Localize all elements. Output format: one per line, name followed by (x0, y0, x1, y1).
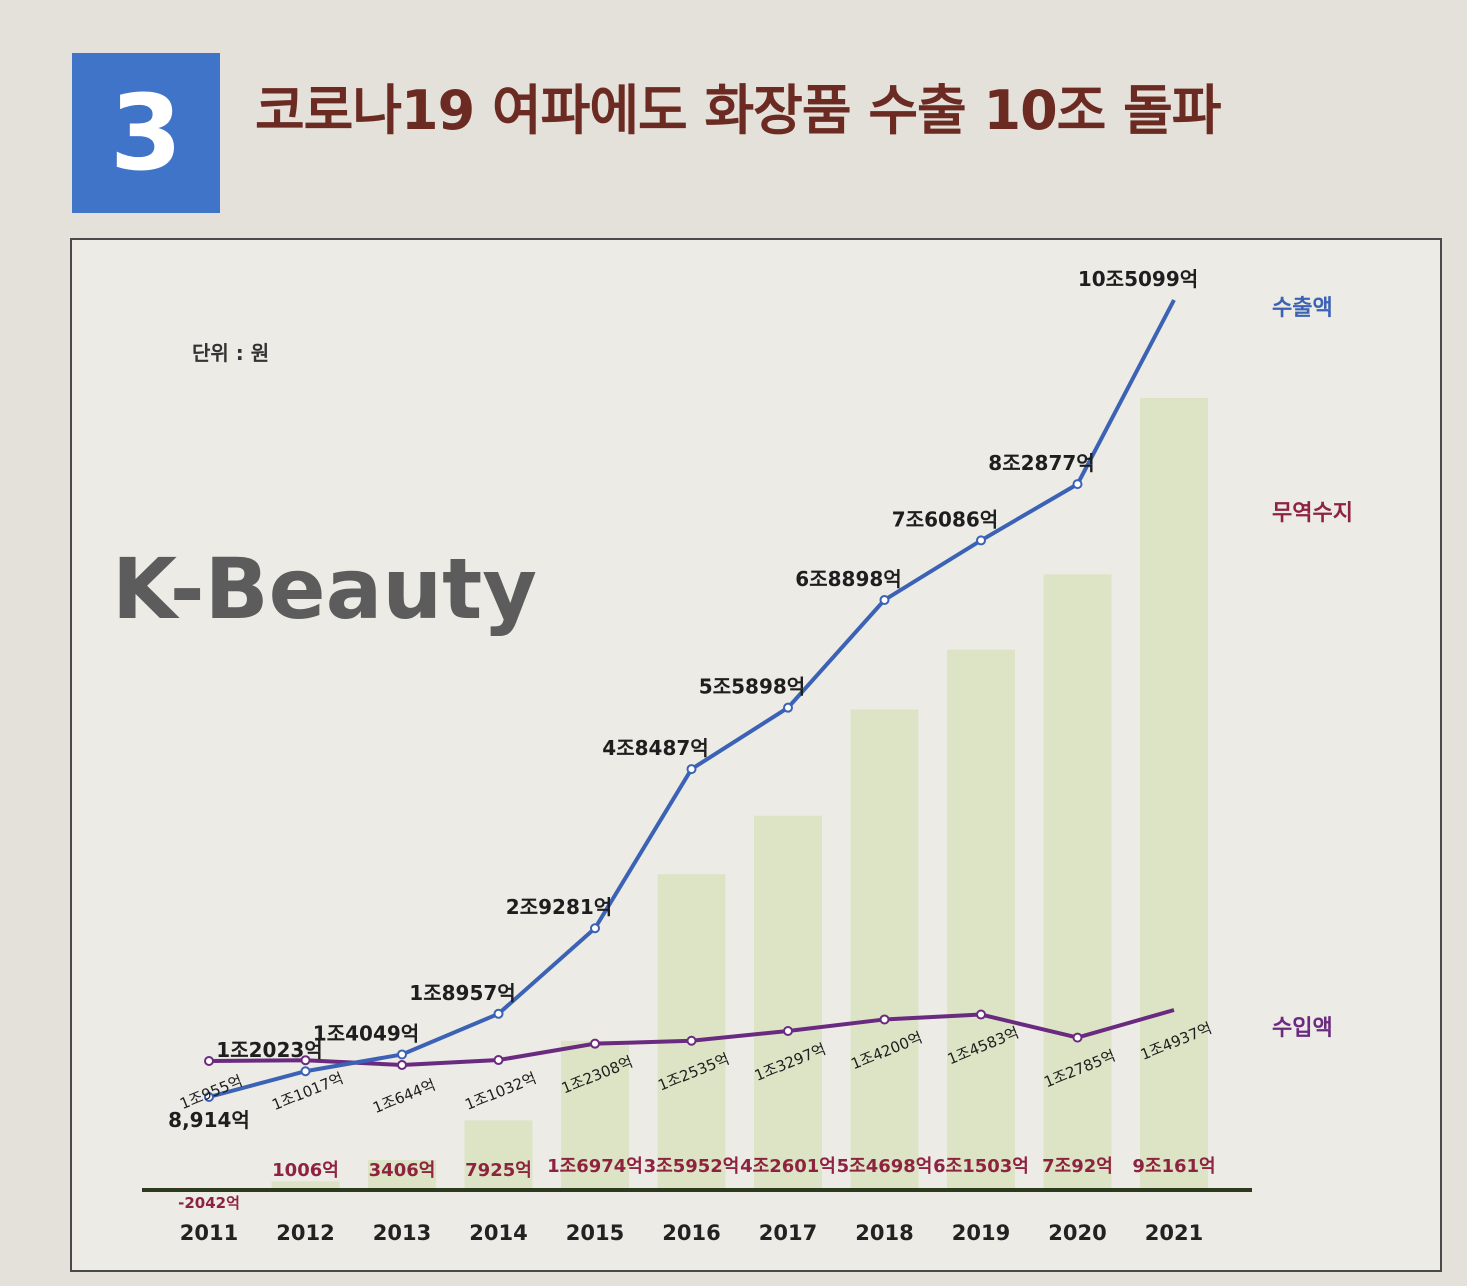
x-tick-label: 2016 (662, 1221, 720, 1245)
balance-data-label: -2042억 (178, 1194, 240, 1212)
balance-data-label: 5조4698억 (837, 1156, 933, 1177)
export-point (783, 702, 793, 713)
balance-bar (368, 1160, 436, 1190)
export-point (204, 1092, 214, 1102)
x-tick-label: 2011 (180, 1221, 238, 1245)
import-data-label: 1조955억 (177, 1072, 245, 1113)
balance-bar (1043, 574, 1112, 1190)
balance-bar (1140, 398, 1208, 1190)
import-data-label: 1조644억 (370, 1076, 438, 1117)
balance-bar (850, 709, 919, 1190)
section-number: 3 (72, 53, 220, 213)
export-data-label: 7조6086억 (892, 507, 998, 531)
export-point (300, 1066, 311, 1077)
balance-data-label: 3조5952억 (644, 1156, 740, 1177)
export-point (879, 594, 890, 605)
balance-data-label: 4조2601억 (740, 1156, 836, 1177)
balance-bar (657, 874, 726, 1190)
import-point (686, 1035, 697, 1046)
export-data-label: 8조2877억 (988, 451, 1094, 475)
x-tick-label: 2013 (373, 1221, 431, 1245)
export-data-label: 4조8487억 (602, 736, 708, 760)
x-tick-label: 2019 (952, 1221, 1010, 1245)
x-tick-label: 2017 (759, 1221, 817, 1245)
export-data-label: 1조8957억 (409, 981, 515, 1005)
legend-label: 무역수지 (1272, 501, 1353, 526)
balance-bar (464, 1120, 533, 1190)
import-point (204, 1056, 214, 1067)
x-tick-label: 2012 (276, 1221, 334, 1245)
balance-data-label: 3406억 (369, 1160, 436, 1181)
balance-data-label: 1006억 (272, 1160, 339, 1181)
x-tick-label: 2014 (469, 1221, 527, 1245)
x-tick-label: 2021 (1145, 1221, 1203, 1245)
export-data-label: 8,914억 (168, 1108, 250, 1132)
import-point (976, 1009, 986, 1020)
balance-data-label: 9조161억 (1132, 1156, 1215, 1177)
x-tick-label: 2018 (855, 1221, 913, 1245)
balance-data-label: 7조92억 (1042, 1156, 1113, 1177)
export-data-label: 2조9281억 (506, 895, 612, 919)
export-data-label: 6조8898억 (795, 567, 901, 591)
import-point (879, 1014, 890, 1025)
export-data-label: 10조5099억 (1078, 267, 1198, 291)
import-point (783, 1026, 793, 1037)
balance-bar (947, 649, 1015, 1190)
balance-bar (271, 1181, 340, 1190)
balance-data-label: 6조1503억 (933, 1156, 1029, 1177)
export-point (1072, 479, 1083, 490)
export-point (493, 1008, 504, 1019)
chart-frame: K-Beauty 단위 : 원 2011 2012 2013 2014 2015 2016 2… (70, 238, 1442, 1272)
export-data-label: 1조2023억 (216, 1038, 322, 1062)
import-point (397, 1060, 407, 1070)
legend-label: 수출액 (1272, 296, 1333, 321)
export-point (590, 923, 600, 934)
unit-label: 단위 : 원 (192, 341, 269, 365)
x-tick-label: 2015 (566, 1221, 624, 1245)
x-tick-label: 2020 (1048, 1221, 1106, 1245)
import-point (1072, 1032, 1083, 1043)
export-data-label: 5조5898억 (699, 675, 805, 699)
trade-chart: K-Beauty 단위 : 원 2011 2012 2013 2014 2015 2016 2… (112, 267, 1353, 1245)
export-point (976, 535, 986, 546)
page-title: 코로나19 여파에도 화장품 수출 10조 돌파 (255, 79, 1221, 142)
export-point (397, 1049, 407, 1060)
balance-bar (561, 1040, 629, 1190)
export-point (686, 764, 697, 775)
export-data-label: 1조4049억 (313, 1021, 419, 1045)
balance-data-label: 1조6974억 (547, 1156, 643, 1177)
balance-data-label: 7925억 (465, 1160, 532, 1181)
balance-bar (754, 815, 822, 1190)
legend-label: 수입액 (1272, 1016, 1333, 1041)
import-point (300, 1055, 311, 1066)
import-point (590, 1038, 600, 1049)
import-data-label: 1조1032억 (462, 1069, 539, 1114)
watermark-text: K-Beauty (112, 540, 537, 638)
import-point (493, 1055, 504, 1066)
